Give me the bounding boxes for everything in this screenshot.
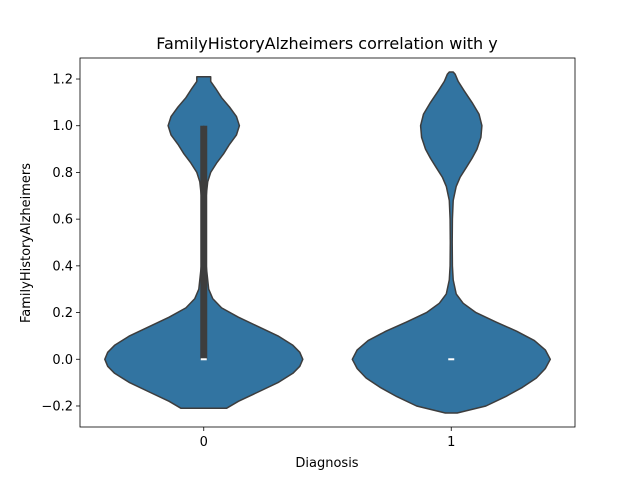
y-tick-label-5: 0.8 (52, 166, 73, 181)
x-tick-label-1: 1 (447, 435, 455, 450)
y-tick-label-2: 0.2 (52, 306, 73, 321)
violin-1 (351, 71, 552, 414)
y-tick-label-3: 0.4 (52, 259, 73, 274)
y-tick-label-6: 1.0 (52, 119, 73, 134)
y-tick-label-1: 0.0 (52, 353, 73, 368)
y-tick-label-7: 1.2 (52, 73, 73, 88)
violins-group (104, 71, 552, 414)
y-axis-label: FamilyHistoryAlzheimers (19, 163, 34, 323)
y-tick-label-0: −0.2 (41, 399, 73, 414)
y-axis: −0.2 0.0 0.2 0.4 0.6 0.8 1.0 1.2 (41, 73, 80, 414)
y-tick-label-4: 0.6 (52, 213, 73, 228)
plot-frame (79, 57, 576, 428)
chart-title: FamilyHistoryAlzheimers correlation with… (156, 34, 498, 53)
x-axis-label: Diagnosis (295, 456, 358, 471)
iqr-box-0 (200, 125, 208, 360)
x-tick-label-0: 0 (200, 435, 208, 450)
